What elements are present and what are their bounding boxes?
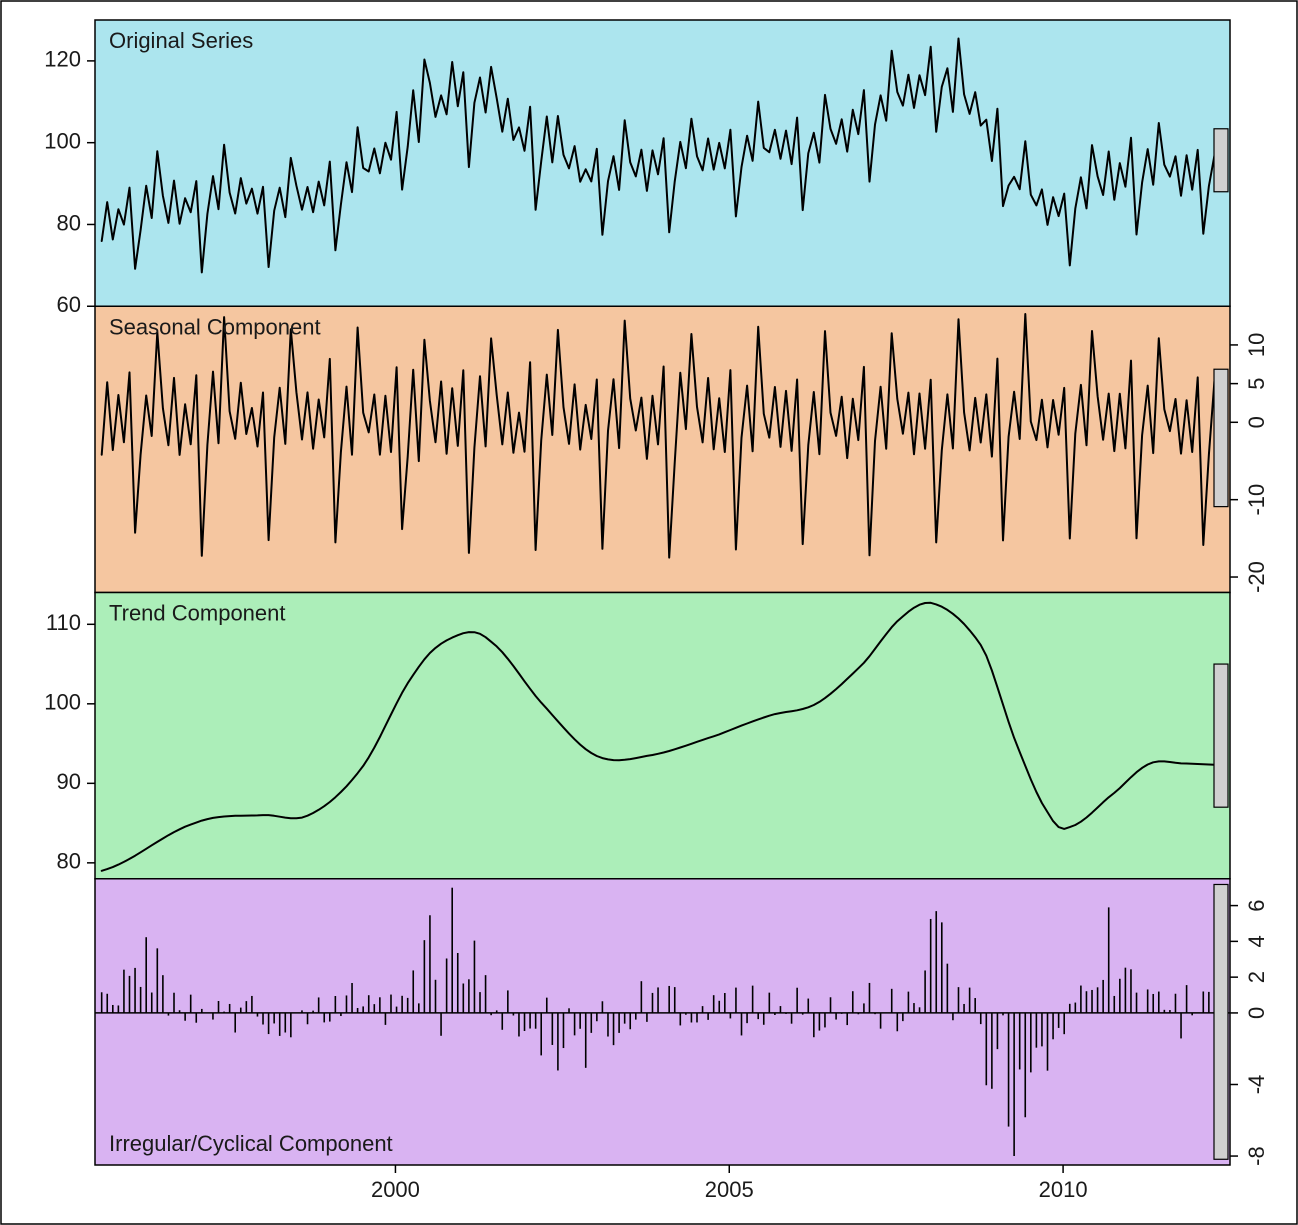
- y-tick-label: 5: [1244, 377, 1269, 389]
- y-tick-label: 6: [1244, 899, 1269, 911]
- range-bar: [1214, 884, 1228, 1159]
- y-tick-label: -10: [1244, 484, 1269, 516]
- y-tick-label: 120: [44, 47, 81, 72]
- panel-trend-bg: [95, 593, 1230, 879]
- panel-irregular: -8 -4 0 2 4 6 Irregular/Cyclical Component: [95, 879, 1269, 1166]
- panel-trend: 80 90 100 110 Trend Component: [44, 593, 1230, 879]
- y-tick-label: 4: [1244, 935, 1269, 947]
- y-tick-label: -4: [1244, 1075, 1269, 1095]
- y-tick-label: 80: [57, 210, 81, 235]
- y-tick-label: 90: [57, 769, 81, 794]
- decomposition-chart: 6080100120Original Series-20-100510Seaso…: [0, 0, 1298, 1225]
- x-tick-label: 2005: [705, 1177, 754, 1202]
- panel-irregular-bg: [95, 879, 1230, 1165]
- chart-svg: 6080100120Original Series-20-100510Seaso…: [0, 0, 1298, 1225]
- panel-original-bg: [95, 20, 1230, 306]
- y-tick-label: 100: [44, 690, 81, 715]
- y-tick-label: 10: [1244, 333, 1269, 357]
- panel-irregular-label: Irregular/Cyclical Component: [109, 1131, 393, 1156]
- panel-original-label: Original Series: [109, 28, 253, 53]
- y-tick-label: -8: [1244, 1146, 1269, 1166]
- panel-seasonal-label: Seasonal Component: [109, 314, 321, 339]
- y-tick-label: 80: [57, 849, 81, 874]
- y-tick-label: 2: [1244, 971, 1269, 983]
- y-tick-label: 100: [44, 128, 81, 153]
- y-tick-label: 110: [46, 610, 81, 635]
- x-tick-label: 2010: [1039, 1177, 1088, 1202]
- y-tick-label: 60: [57, 292, 81, 317]
- x-tick-label: 2000: [371, 1177, 420, 1202]
- panel-trend-label: Trend Component: [109, 601, 286, 626]
- y-tick-label: -20: [1244, 561, 1269, 593]
- y-tick-label: 0: [1244, 1007, 1269, 1019]
- range-bar: [1214, 369, 1228, 506]
- panel-seasonal: -20 -10 0 5 10 Seasonal Component: [95, 306, 1269, 593]
- panel-original: 60 80 100 120 Original Series: [44, 20, 1230, 317]
- range-bar: [1214, 664, 1228, 807]
- y-tick-label: 0: [1244, 416, 1269, 428]
- range-bar: [1214, 129, 1228, 192]
